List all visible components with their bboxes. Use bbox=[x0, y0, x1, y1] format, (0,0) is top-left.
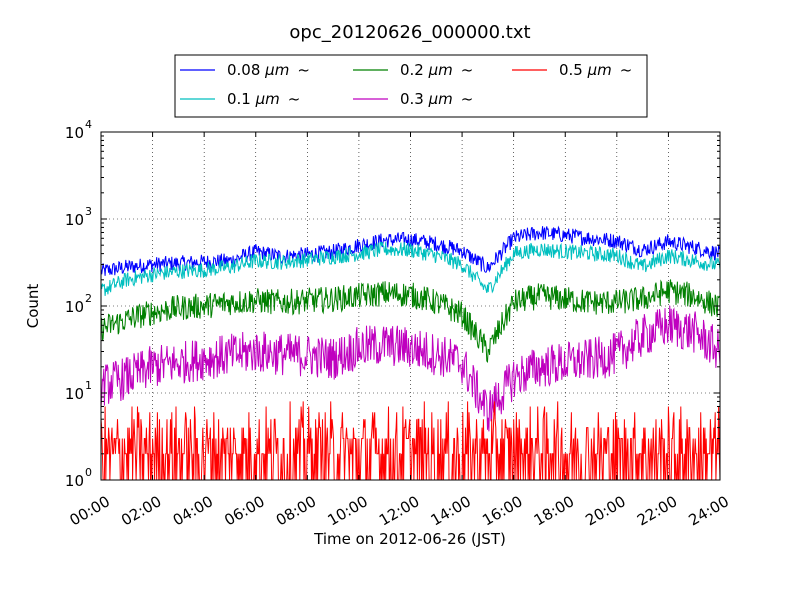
legend-label: 0.2 μm ~ bbox=[400, 61, 473, 79]
series-line-0-2 bbox=[100, 279, 721, 364]
legend-entry: 0.5 μm ~ bbox=[512, 61, 632, 79]
chart-title: opc_20120626_000000.txt bbox=[289, 22, 530, 43]
x-axis-label: Time on 2012-06-26 (JST) bbox=[313, 530, 506, 548]
legend-label: 0.08 μm ~ bbox=[227, 61, 310, 79]
legend-frame bbox=[174, 54, 648, 118]
y-tick-base: 10 bbox=[65, 298, 84, 316]
legend-entry: 0.3 μm ~ bbox=[353, 90, 473, 108]
series-line-0-1 bbox=[100, 241, 721, 296]
y-tick-label: 10 2 bbox=[65, 292, 92, 316]
y-axis-label: Count bbox=[24, 284, 42, 329]
y-tick-label: 10 1 bbox=[65, 379, 92, 403]
legend-entry: 0.2 μm ~ bbox=[353, 61, 473, 79]
series-layer bbox=[100, 225, 721, 481]
legend-entry: 0.08 μm ~ bbox=[180, 61, 310, 79]
y-tick-exponent: 2 bbox=[85, 292, 92, 305]
y-tick-base: 10 bbox=[65, 211, 84, 229]
y-tick-label: 10 4 bbox=[65, 118, 92, 142]
legend-entry: 0.1 μm ~ bbox=[180, 90, 300, 108]
y-tick-exponent: 1 bbox=[85, 379, 92, 392]
y-tick-exponent: 4 bbox=[85, 118, 92, 131]
legend-label: 0.3 μm ~ bbox=[400, 90, 473, 108]
y-tick-base: 10 bbox=[65, 124, 84, 142]
y-tick-exponent: 3 bbox=[85, 205, 92, 218]
y-tick-exponent: 0 bbox=[85, 466, 92, 479]
legend-label: 0.5 μm ~ bbox=[559, 61, 632, 79]
y-tick-base: 10 bbox=[65, 472, 84, 490]
y-tick-label: 10 0 bbox=[65, 466, 92, 490]
legend-label: 0.1 μm ~ bbox=[227, 90, 300, 108]
series-line-0-3 bbox=[100, 305, 721, 432]
legend: 0.08 μm ~ 0.1 μm ~ 0.2 μm ~ 0.3 μm ~ 0.5 μm ~ bbox=[174, 54, 648, 118]
y-tick-label: 10 3 bbox=[65, 205, 92, 229]
axis-ticks bbox=[100, 131, 721, 481]
y-tick-base: 10 bbox=[65, 385, 84, 403]
